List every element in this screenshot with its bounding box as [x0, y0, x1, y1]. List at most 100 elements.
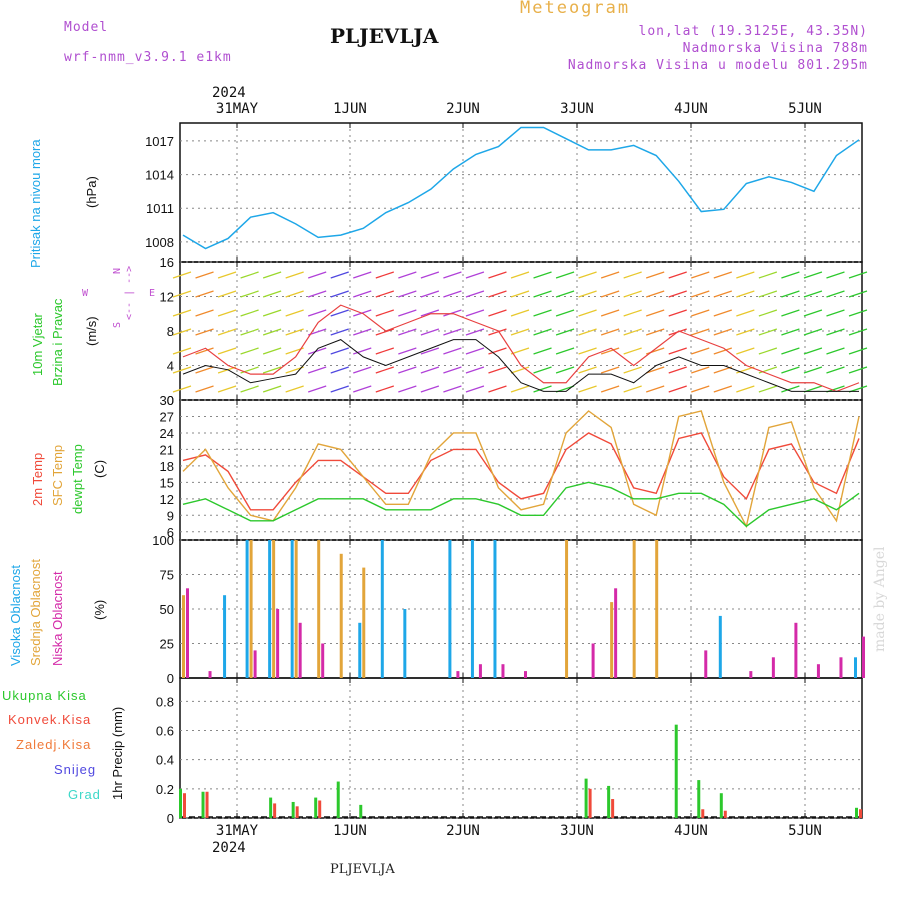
cloud-low-bar	[591, 643, 595, 678]
wind-barb	[375, 366, 394, 374]
temp-2m-line	[182, 432, 860, 511]
y-tick-label: 0.8	[156, 694, 174, 709]
wind-barb	[668, 309, 687, 317]
day-label: 2JUN	[446, 823, 480, 839]
cloud-high-bar	[380, 540, 384, 678]
wind-barb	[826, 328, 845, 336]
wind-barb	[172, 309, 192, 317]
precip-label-total: Ukupna Kisa	[2, 688, 87, 703]
model-label: Model	[64, 20, 109, 35]
cloud-high-bar	[448, 540, 452, 678]
cloud-high-bar	[290, 540, 294, 678]
wind-barb	[353, 271, 372, 279]
precip-total-bar	[584, 778, 588, 818]
wind-barb	[488, 328, 507, 336]
wind-barb	[172, 385, 192, 393]
wind-barb	[195, 385, 214, 393]
wind-speed-line	[182, 339, 859, 392]
wind-barb	[240, 347, 259, 355]
wind-barb	[533, 309, 552, 317]
wind-barb	[600, 366, 620, 374]
wind-barb	[443, 347, 462, 355]
wind-barb	[578, 328, 597, 336]
wind-barb	[353, 290, 372, 298]
y-tick-label: 75	[160, 568, 174, 583]
cloud-low-bar	[749, 671, 753, 678]
wind-barb	[330, 385, 349, 393]
wind-barb	[781, 290, 800, 298]
cloud-mid-bar	[565, 540, 569, 678]
wind-barb	[375, 328, 394, 336]
precip-conv-bar	[701, 809, 705, 818]
precip-total-bar	[314, 797, 318, 818]
y-tick-label: 18	[160, 459, 174, 474]
wind-barb	[623, 385, 642, 393]
cloud-low-bar	[524, 671, 527, 678]
wind-barb	[623, 328, 642, 336]
wind-barb	[443, 271, 462, 279]
wind-barb	[803, 347, 823, 355]
wind-barb	[533, 271, 552, 279]
y-tick-label: 6	[167, 525, 174, 540]
wind-barb	[578, 271, 597, 279]
wind-barb	[646, 309, 665, 317]
wind-barb	[195, 347, 214, 355]
wind-barb	[691, 347, 710, 355]
wind-barb	[713, 347, 732, 355]
y-tick-label: 15	[160, 475, 174, 490]
precip-label-conv: Konvek.Kisa	[8, 712, 92, 727]
wind-barb	[240, 366, 259, 374]
y-tick-label: 0.2	[156, 782, 174, 797]
wind-barb	[285, 271, 304, 279]
wind-barb	[465, 385, 485, 393]
cloud-low-bar	[794, 622, 798, 678]
y-tick-label: 1017	[145, 134, 174, 149]
day-label: 1JUN	[333, 823, 367, 839]
wind-barb	[646, 366, 665, 374]
wind-barb	[420, 290, 440, 298]
year-label-bottom: 2024	[212, 840, 246, 856]
wind-barb	[398, 385, 417, 393]
y-tick-label: 12	[160, 290, 174, 305]
day-label: 4JUN	[674, 823, 708, 839]
wind-barb	[691, 271, 710, 279]
wind-barb	[240, 309, 259, 317]
wind-barb	[488, 309, 507, 317]
wind-barb	[217, 290, 237, 298]
cloud-high-bar	[245, 540, 249, 678]
day-label: 31MAY	[215, 823, 259, 839]
wind-barb	[308, 347, 327, 355]
wind-gust-line	[182, 304, 860, 393]
wind-barb	[758, 366, 778, 374]
wind-barb	[623, 347, 642, 355]
wind-barb	[217, 271, 237, 279]
wind-barb	[240, 328, 259, 336]
precip-conv-bar	[295, 806, 299, 818]
wind-barb	[217, 309, 237, 317]
wind-barb	[736, 271, 755, 279]
cloud-low-bar	[771, 657, 775, 678]
wind-barb	[398, 271, 417, 279]
y-tick-label: 50	[160, 602, 174, 617]
y-tick-label: 27	[160, 409, 174, 424]
wind-barb	[443, 385, 462, 393]
wind-barb	[826, 366, 845, 374]
cloud-low-bar	[704, 650, 708, 678]
wind-barb	[578, 309, 597, 317]
wind-barb	[465, 347, 485, 355]
wind-barb	[826, 347, 845, 355]
wind-barb	[533, 385, 552, 393]
wind-barb	[353, 328, 372, 336]
wind-barb	[172, 290, 192, 298]
wind-barb	[443, 366, 462, 374]
wind-barb	[781, 366, 800, 374]
wind-barb	[623, 366, 642, 374]
wind-barb	[398, 290, 417, 298]
wind-barb	[510, 271, 530, 279]
precip-total-bar	[674, 724, 678, 818]
wind-barb	[465, 271, 485, 279]
wind-barb	[285, 309, 304, 317]
wind-barb	[353, 366, 372, 374]
cloud-high-bar	[403, 609, 407, 678]
wind-barb	[420, 328, 440, 336]
